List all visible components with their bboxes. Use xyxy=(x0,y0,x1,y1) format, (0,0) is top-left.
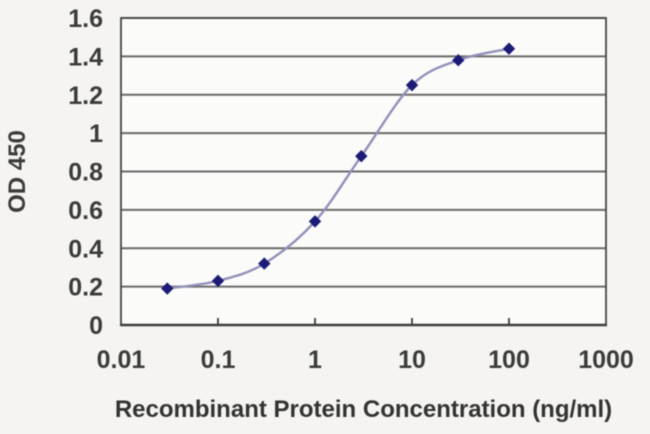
gridlines-group xyxy=(121,17,606,325)
x-tick-label: 1000 xyxy=(578,346,634,374)
y-tick-label: 0.4 xyxy=(68,235,103,263)
y-tick-label: 1 xyxy=(89,120,103,148)
data-point-marker xyxy=(452,54,465,67)
data-point-marker xyxy=(258,257,271,270)
data-point-marker xyxy=(161,282,174,295)
x-axis-title: Recombinant Protein Concentration (ng/ml… xyxy=(115,396,612,423)
tick-labels-group: 0.01 0.1 1 10 100 1000 0 0.2 0.4 0.6 0.8 1 1.2 1.4 1.6 xyxy=(68,5,634,374)
y-tick-label: 1.2 xyxy=(68,82,103,110)
data-point-marker xyxy=(405,78,419,92)
y-tick-label: 0.8 xyxy=(68,159,103,187)
data-point-marker xyxy=(308,215,322,228)
x-tick-label: 10 xyxy=(398,346,426,374)
data-point-marker xyxy=(355,149,368,163)
data-point-marker xyxy=(211,274,225,288)
series-line xyxy=(166,47,511,290)
y-axis-title: OD 450 xyxy=(4,130,31,213)
y-tick-label: 0 xyxy=(89,312,103,340)
y-tick-label: 0.2 xyxy=(68,274,103,302)
x-tick-label: 1 xyxy=(308,346,322,374)
y-tick-label: 1.4 xyxy=(68,43,103,71)
y-tick-label: 0.6 xyxy=(68,197,103,225)
data-point-marker xyxy=(502,42,516,55)
data-series-group xyxy=(161,42,516,295)
axis-ticks-group xyxy=(217,318,510,325)
x-tick-label: 0.01 xyxy=(97,346,146,374)
plot-frame-group xyxy=(120,17,607,327)
y-tick-label: 1.6 xyxy=(68,5,103,33)
x-tick-label: 0.1 xyxy=(201,346,236,374)
x-tick-label: 100 xyxy=(488,346,530,374)
